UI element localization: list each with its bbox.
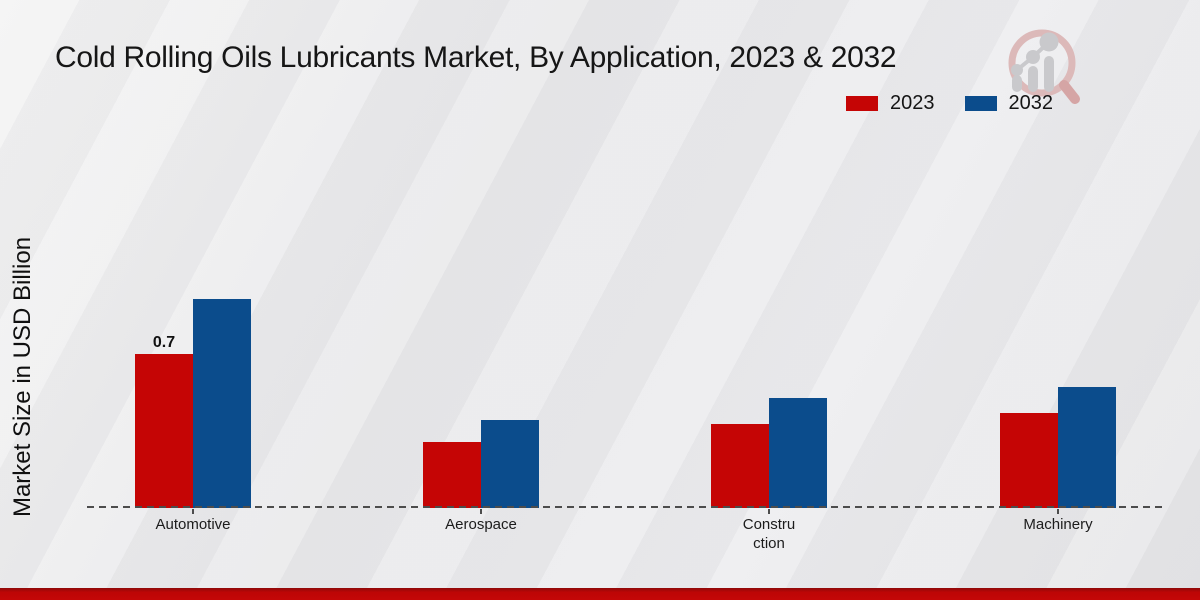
bar-2032-construction — [769, 398, 827, 508]
x-axis-line — [87, 506, 1163, 508]
legend-swatch-2023-icon — [846, 96, 878, 111]
bar-2032-automotive — [193, 299, 251, 508]
x-axis-tick — [768, 509, 770, 514]
legend-swatch-2032-icon — [964, 96, 997, 111]
category-label-automotive: Automotive — [155, 516, 231, 533]
legend-label-2023: 2023 — [890, 92, 935, 114]
bar-2023-construction — [711, 424, 769, 508]
x-axis-tick — [192, 509, 194, 514]
bar-2023-machinery — [1000, 413, 1058, 508]
category-label-aerospace: Aerospace — [445, 516, 517, 533]
bar-2032-aerospace — [481, 420, 539, 508]
x-axis-tick — [1057, 509, 1059, 514]
legend: 2023 2032 — [846, 92, 1053, 115]
bar-value-label-2023-automotive: 0.7 — [152, 334, 176, 351]
bar-2023-aerospace — [423, 442, 481, 508]
legend-item-2032: 2032 — [964, 92, 1054, 115]
bar-2032-machinery — [1058, 387, 1116, 508]
x-axis-tick — [480, 509, 482, 514]
legend-label-2032: 2032 — [1008, 92, 1054, 114]
bar-2023-automotive — [135, 354, 193, 508]
chart-title: Cold Rolling Oils Lubricants Market, By … — [55, 41, 897, 74]
category-label-construction: Constru ction — [742, 516, 796, 552]
magnifier-bar-chart-logo-icon — [1008, 29, 1080, 104]
legend-item-2023: 2023 — [846, 92, 935, 115]
category-label-machinery: Machinery — [1023, 516, 1093, 533]
footer-accent-bar — [0, 588, 1200, 600]
